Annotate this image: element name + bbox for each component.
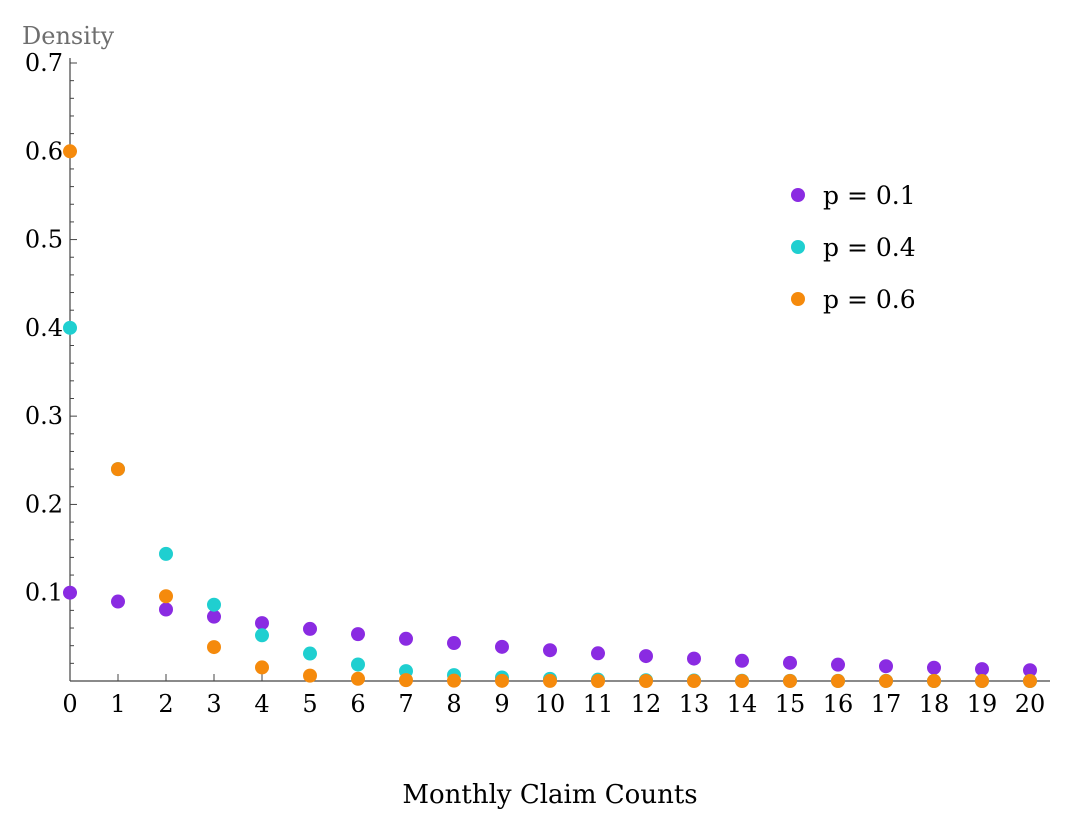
- data-point-series-1: [159, 602, 173, 617]
- data-point-series-1: [111, 594, 125, 609]
- axes: 0.10.20.30.40.50.60.70 1 2 3 4 5 6 7 8 9 10 11 12 13 1…: [25, 49, 1050, 718]
- data-point-series-1: [63, 585, 77, 600]
- data-point-series-3: [639, 674, 653, 688]
- data-point-series-3: [303, 668, 317, 683]
- x-tick-label: 15: [775, 690, 806, 718]
- data-point-series-3: [111, 462, 125, 477]
- legend-label: p = 0.6: [823, 285, 916, 314]
- data-point-series-1: [975, 662, 989, 677]
- data-point-series-1: [1023, 663, 1037, 678]
- data-point-series-2: [303, 646, 317, 661]
- legend-label: p = 0.4: [823, 233, 916, 262]
- data-point-series-3: [591, 674, 605, 688]
- x-tick-label: 5: [302, 690, 317, 718]
- y-axis-title: Density: [22, 22, 115, 50]
- data-point-series-1: [591, 646, 605, 661]
- data-point-series-3: [783, 674, 797, 688]
- x-tick-label: 0: [62, 690, 77, 718]
- data-point-series-2: [159, 546, 173, 561]
- data-point-series-1: [447, 636, 461, 651]
- x-tick-label: 3: [206, 690, 221, 718]
- data-point-series-1: [687, 651, 701, 666]
- data-point-series-1: [879, 659, 893, 674]
- data-point-series-3: [1023, 674, 1037, 688]
- data-point-series-3: [207, 640, 221, 655]
- data-point-series-3: [399, 673, 413, 688]
- data-point-series-3: [159, 589, 173, 604]
- y-tick-label: 0.4: [25, 314, 63, 342]
- x-tick-label: 16: [823, 690, 854, 718]
- x-tick-label: 2: [158, 690, 173, 718]
- legend-marker: [791, 292, 805, 306]
- data-points: [63, 144, 1037, 688]
- x-tick-label: 1: [110, 690, 125, 718]
- data-point-series-1: [495, 639, 509, 654]
- x-tick-label: 20: [1015, 690, 1046, 718]
- x-tick-label: 8: [446, 690, 461, 718]
- data-point-series-1: [255, 616, 269, 631]
- x-tick-label: 12: [631, 690, 662, 718]
- y-tick-label: 0.1: [25, 579, 63, 607]
- data-point-series-3: [543, 673, 557, 688]
- data-point-series-2: [255, 628, 269, 643]
- legend: p = 0.1 p = 0.4 p = 0.6: [791, 181, 916, 314]
- data-point-series-1: [207, 609, 221, 624]
- data-point-series-1: [831, 657, 845, 672]
- x-tick-label: 9: [494, 690, 509, 718]
- x-tick-label: 19: [967, 690, 998, 718]
- data-point-series-2: [207, 597, 221, 612]
- data-point-series-1: [351, 627, 365, 642]
- x-tick-label: 7: [398, 690, 413, 718]
- legend-marker: [791, 240, 805, 254]
- data-point-series-1: [927, 660, 941, 675]
- data-point-series-2: [63, 320, 77, 335]
- x-tick-label: 4: [254, 690, 269, 718]
- x-tick-label: 10: [535, 690, 566, 718]
- data-point-series-1: [783, 655, 797, 670]
- data-point-series-3: [255, 660, 269, 675]
- x-axis-title: Monthly Claim Counts: [402, 780, 697, 810]
- y-tick-label: 0.6: [25, 137, 63, 165]
- data-point-series-1: [639, 649, 653, 664]
- data-point-series-3: [63, 144, 77, 159]
- y-tick-label: 0.5: [25, 226, 63, 254]
- x-tick-label: 13: [679, 690, 710, 718]
- x-tick-label: 6: [350, 690, 365, 718]
- data-point-series-3: [831, 674, 845, 688]
- x-tick-label: 17: [871, 690, 902, 718]
- y-tick-label: 0.3: [25, 402, 63, 430]
- data-point-series-3: [735, 674, 749, 688]
- legend-marker: [791, 188, 805, 202]
- data-point-series-1: [735, 653, 749, 668]
- data-point-series-3: [495, 673, 509, 688]
- x-tick-label: 18: [919, 690, 950, 718]
- data-point-series-3: [351, 671, 365, 686]
- y-tick-label: 0.2: [25, 490, 63, 518]
- data-point-series-1: [303, 621, 317, 636]
- data-point-series-3: [927, 674, 941, 688]
- x-tick-label: 11: [583, 690, 614, 718]
- data-point-series-3: [975, 674, 989, 688]
- legend-label: p = 0.1: [823, 181, 916, 210]
- data-point-series-3: [687, 674, 701, 688]
- data-point-series-1: [543, 643, 557, 658]
- data-point-series-2: [351, 657, 365, 672]
- x-tick-label: 14: [727, 690, 758, 718]
- data-point-series-3: [447, 673, 461, 688]
- data-point-series-1: [399, 631, 413, 646]
- y-tick-label: 0.7: [25, 49, 63, 77]
- data-point-series-3: [879, 674, 893, 688]
